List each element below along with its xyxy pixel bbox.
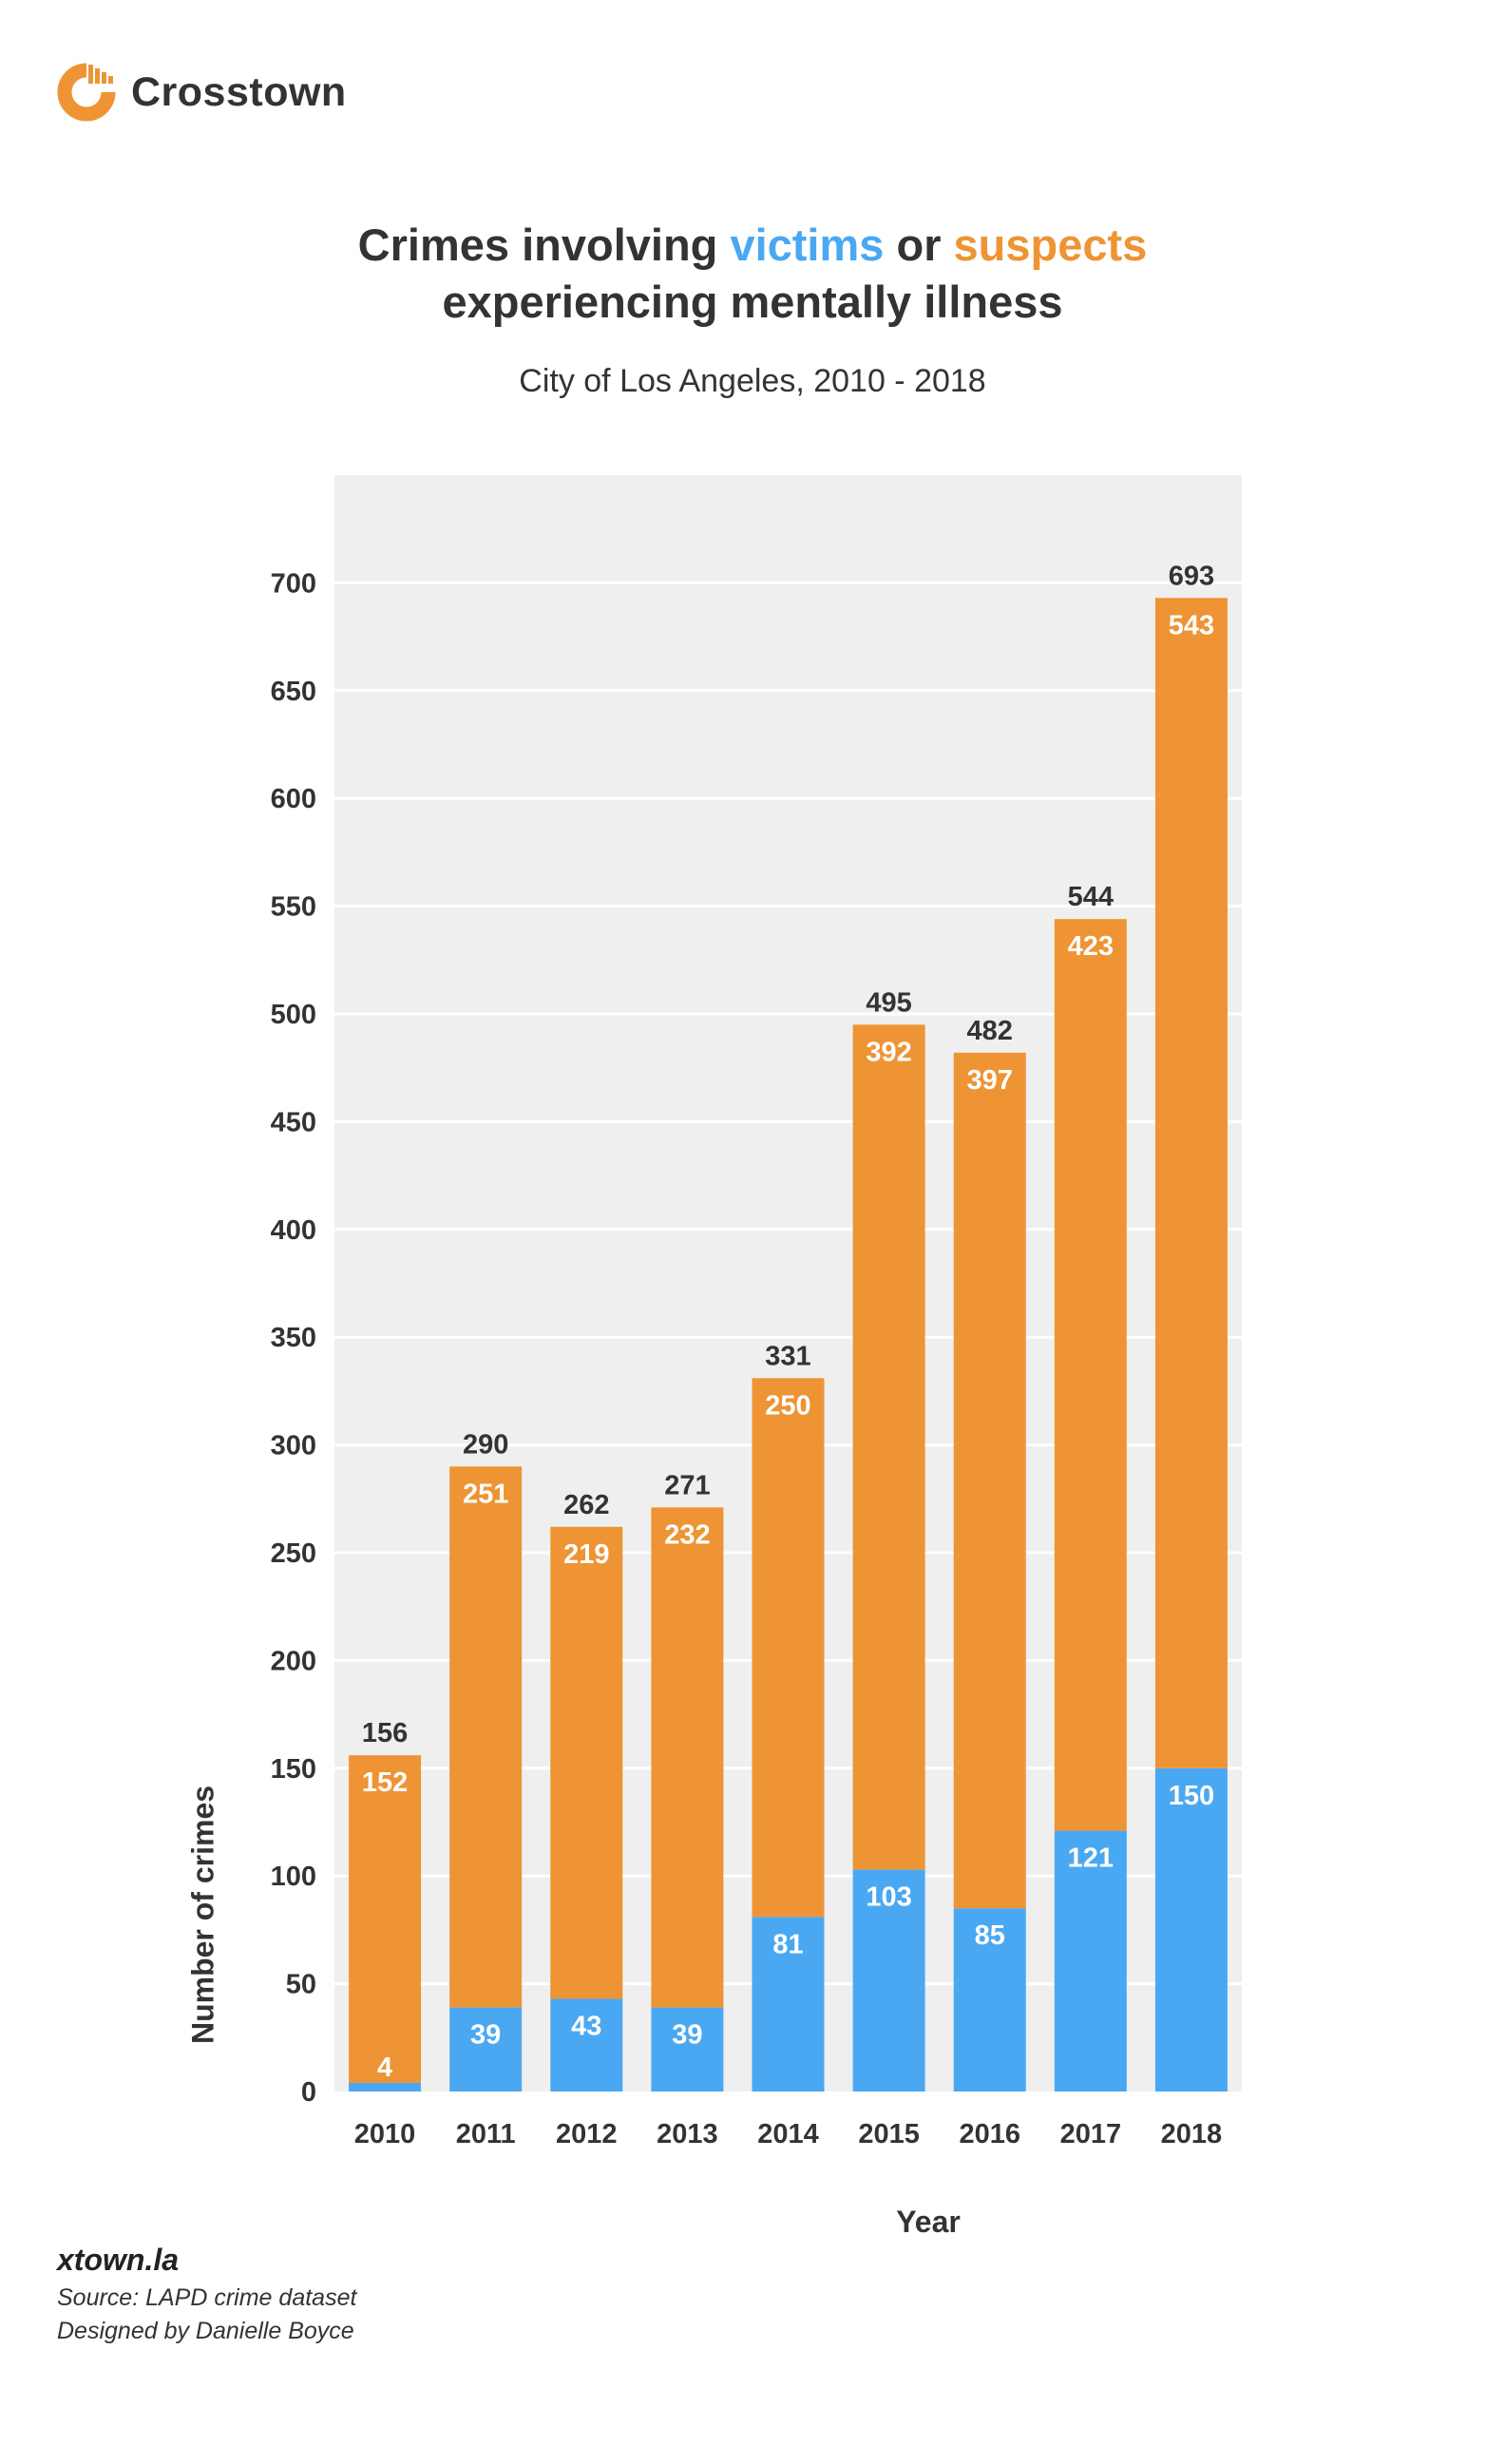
y-tick-label: 150 bbox=[271, 1754, 316, 1785]
chart-title: Crimes involving victims or suspects exp… bbox=[0, 217, 1505, 331]
data-label-victims: 43 bbox=[571, 2011, 601, 2041]
footer: xtown.la Source: LAPD crime dataset Desi… bbox=[57, 2243, 356, 2348]
bar-suspects bbox=[550, 1526, 623, 1999]
data-label-suspects: 251 bbox=[463, 1479, 508, 1509]
data-label-suspects: 219 bbox=[563, 1539, 609, 1570]
data-label-suspects: 232 bbox=[664, 1519, 710, 1550]
footer-source: Source: LAPD crime dataset bbox=[57, 2284, 357, 2311]
bar-victims bbox=[550, 1998, 623, 2092]
y-tick-label: 350 bbox=[271, 1323, 316, 1353]
total-label: 271 bbox=[664, 1470, 710, 1500]
bar-suspects bbox=[752, 1378, 825, 1918]
chart-subtitle: City of Los Angeles, 2010 - 2018 bbox=[519, 363, 986, 399]
y-axis-label: Number of crimes bbox=[185, 1785, 220, 2045]
bar-suspects bbox=[449, 1466, 523, 2008]
brand-logo: Crosstown bbox=[57, 63, 347, 122]
y-tick-label: 500 bbox=[271, 1000, 316, 1030]
y-tick-label: 450 bbox=[271, 1107, 316, 1137]
bar-victims bbox=[651, 2007, 724, 2092]
total-label: 331 bbox=[765, 1341, 810, 1371]
y-tick-label: 550 bbox=[271, 892, 316, 923]
y-tick-label: 700 bbox=[271, 568, 316, 599]
data-label-suspects: 543 bbox=[1169, 610, 1214, 640]
x-tick-label: 2015 bbox=[858, 2119, 920, 2149]
bar-suspects bbox=[349, 1755, 422, 2083]
title-line-2: experiencing mentally illness bbox=[442, 277, 1063, 327]
bar-suspects bbox=[852, 1024, 925, 1870]
title-line-1: Crimes involving victims or suspects bbox=[0, 217, 1505, 274]
title-mid: or bbox=[884, 220, 954, 270]
data-label-victims: 39 bbox=[672, 2020, 702, 2051]
y-tick-label: 400 bbox=[271, 1215, 316, 1246]
data-label-suspects: 397 bbox=[967, 1065, 1013, 1096]
bar-suspects bbox=[1154, 598, 1228, 1768]
data-label-suspects: 152 bbox=[362, 1767, 408, 1798]
y-tick-label: 100 bbox=[271, 1862, 316, 1892]
y-tick-label: 600 bbox=[271, 784, 316, 814]
y-tick-label: 650 bbox=[271, 677, 316, 707]
x-tick-label: 2010 bbox=[354, 2119, 416, 2149]
total-label: 544 bbox=[1068, 882, 1114, 912]
brand-name: Crosstown bbox=[131, 68, 347, 115]
y-tick-label: 50 bbox=[286, 1970, 316, 2000]
title-victims: victims bbox=[730, 220, 885, 270]
bar-victims bbox=[752, 1917, 825, 2092]
data-label-suspects: 250 bbox=[765, 1390, 810, 1421]
x-tick-label: 2011 bbox=[456, 2119, 516, 2149]
total-label: 482 bbox=[967, 1016, 1013, 1046]
total-label: 693 bbox=[1169, 561, 1214, 591]
y-tick-label: 200 bbox=[271, 1646, 316, 1676]
bar-victims bbox=[1054, 1830, 1127, 2092]
title-pre: Crimes involving bbox=[357, 220, 731, 270]
data-label-victims: 85 bbox=[975, 1920, 1005, 1951]
data-label-victims: 121 bbox=[1068, 1843, 1114, 1874]
bar-victims bbox=[349, 2082, 422, 2092]
crosstown-logo-icon bbox=[57, 63, 116, 122]
x-tick-label: 2012 bbox=[556, 2119, 618, 2149]
data-label-victims: 81 bbox=[772, 1929, 803, 1959]
data-label-victims: 150 bbox=[1169, 1781, 1214, 1811]
bar-suspects bbox=[1054, 919, 1127, 1831]
bar-suspects bbox=[953, 1052, 1026, 1909]
x-tick-label: 2013 bbox=[657, 2119, 718, 2149]
total-label: 262 bbox=[563, 1490, 609, 1520]
data-label-victims: 4 bbox=[377, 2053, 392, 2083]
bar-suspects bbox=[651, 1507, 724, 2008]
data-label-victims: 103 bbox=[866, 1881, 911, 1912]
bar-victims bbox=[852, 1869, 925, 2092]
total-label: 290 bbox=[463, 1429, 508, 1460]
title-suspects: suspects bbox=[953, 220, 1148, 270]
footer-designer: Designed by Danielle Boyce bbox=[57, 2318, 354, 2344]
data-label-suspects: 423 bbox=[1068, 931, 1114, 962]
x-tick-label: 2018 bbox=[1161, 2119, 1223, 2149]
total-label: 495 bbox=[866, 987, 911, 1018]
y-tick-label: 300 bbox=[271, 1431, 316, 1461]
bar-victims bbox=[449, 2007, 523, 2092]
x-tick-label: 2016 bbox=[959, 2119, 1020, 2149]
footer-site: xtown.la bbox=[57, 2243, 180, 2277]
data-label-victims: 39 bbox=[470, 2020, 501, 2051]
data-label-suspects: 392 bbox=[866, 1037, 911, 1067]
x-tick-label: 2014 bbox=[757, 2119, 819, 2149]
y-tick-label: 0 bbox=[301, 2077, 316, 2108]
bar-victims bbox=[953, 1908, 1026, 2092]
total-label: 156 bbox=[362, 1718, 408, 1748]
x-axis-label: Year bbox=[896, 2205, 961, 2239]
x-tick-label: 2017 bbox=[1060, 2119, 1122, 2149]
bar-victims bbox=[1154, 1767, 1228, 2092]
y-tick-label: 250 bbox=[271, 1538, 316, 1569]
